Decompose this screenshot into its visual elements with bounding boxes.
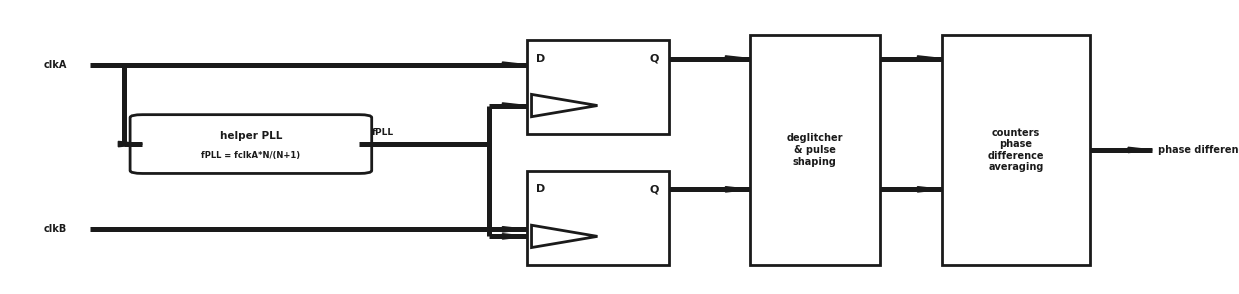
Polygon shape — [1127, 147, 1152, 153]
Text: Q: Q — [649, 54, 659, 64]
FancyBboxPatch shape — [527, 40, 669, 134]
Text: clkB: clkB — [43, 224, 67, 234]
Polygon shape — [503, 234, 527, 239]
Text: fPLL: fPLL — [372, 128, 394, 137]
Text: counters
phase
difference
averaging: counters phase difference averaging — [987, 128, 1044, 172]
Text: deglitcher
& pulse
shaping: deglitcher & pulse shaping — [787, 133, 843, 166]
Text: D: D — [536, 54, 545, 64]
Text: phase difference: phase difference — [1158, 145, 1239, 155]
Text: Q: Q — [649, 184, 659, 194]
Polygon shape — [726, 187, 750, 192]
Polygon shape — [503, 103, 527, 108]
Polygon shape — [503, 62, 527, 67]
Polygon shape — [503, 227, 527, 232]
FancyBboxPatch shape — [130, 115, 372, 173]
Text: helper PLL: helper PLL — [219, 131, 282, 141]
FancyBboxPatch shape — [527, 171, 669, 265]
FancyBboxPatch shape — [942, 35, 1090, 265]
Text: clkA: clkA — [43, 60, 67, 70]
Polygon shape — [726, 56, 750, 61]
Polygon shape — [917, 56, 942, 61]
Polygon shape — [119, 141, 142, 147]
Text: D: D — [536, 184, 545, 194]
Text: fPLL = fclkA*N/(N+1): fPLL = fclkA*N/(N+1) — [201, 151, 301, 160]
FancyBboxPatch shape — [750, 35, 880, 265]
Polygon shape — [917, 187, 942, 192]
